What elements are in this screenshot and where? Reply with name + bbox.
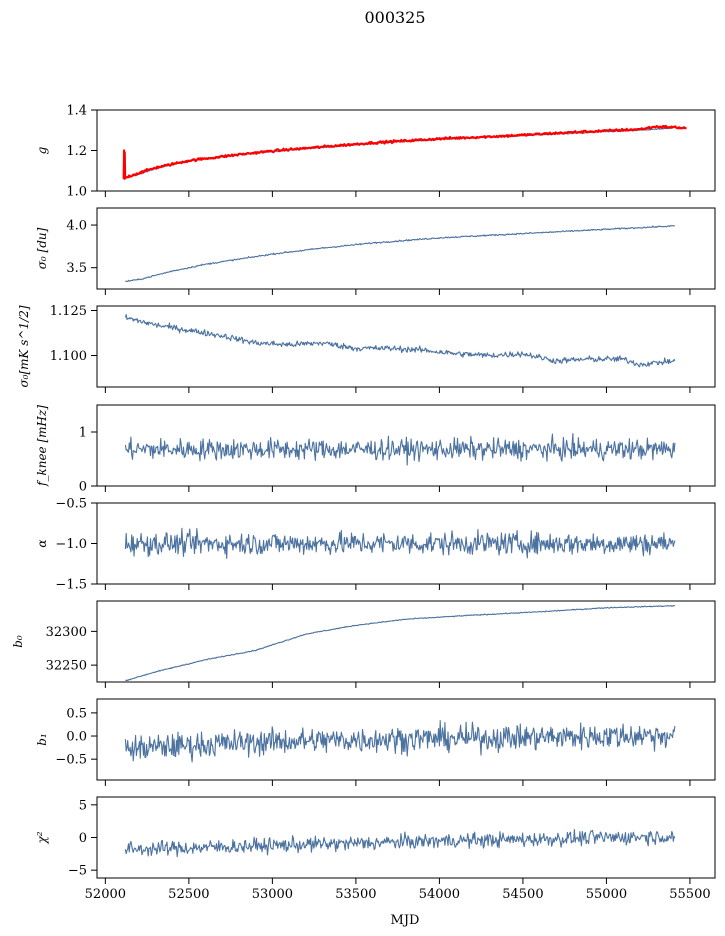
ytick-label-sigma0_mk-1: 1.125 xyxy=(50,304,87,319)
panel-alpha: −1.5 −1.0 −0.5 α xyxy=(35,497,716,593)
ytick-label-b0-0: 32250 xyxy=(46,659,87,674)
ytick-label-b0-1: 32300 xyxy=(46,625,87,640)
series-sigma0_mk-0 xyxy=(124,314,676,368)
axes-frame-sigma0 xyxy=(96,207,716,290)
series-fknee-0 xyxy=(124,433,676,466)
axes-frame-b1 xyxy=(96,698,716,781)
series-b1-0 xyxy=(124,720,676,763)
x-axis-label: MJD xyxy=(391,913,420,928)
series-g-0 xyxy=(125,127,674,179)
xtick-label-0: 52000 xyxy=(85,887,126,902)
ytick-label-chi2-0: −5 xyxy=(68,864,87,879)
ytick-label-fknee-0: 0 xyxy=(79,480,87,495)
ylabel-sigma0_mk: σ₀[mK s^1/2] xyxy=(17,305,31,387)
axes-frame-b0 xyxy=(96,600,716,683)
ytick-label-g-1: 1.2 xyxy=(66,144,87,159)
ytick-label-b1-1: 0.0 xyxy=(66,730,87,745)
figure-title: 000325 xyxy=(364,8,425,27)
ylabel-fknee: f_knee [mHz] xyxy=(35,405,49,487)
panel-sigma0_mk: 1.100 1.125 σ₀[mK s^1/2] xyxy=(17,304,716,393)
ytick-label-alpha-2: −0.5 xyxy=(55,497,87,512)
panels: 1.0 1.2 1.4 g 3.5 4.0 σ₀ [du] 1.100 1.125 σ₀[mK s… xyxy=(11,104,716,902)
panel-chi2: −5 0 5 52000 52500 53000 53500 54000 54500 55000 5… xyxy=(35,796,716,902)
ytick-label-fknee-1: 1 xyxy=(79,426,87,441)
panel-sigma0: 3.5 4.0 σ₀ [du] xyxy=(35,207,716,295)
ytick-label-g-0: 1.0 xyxy=(66,185,87,200)
series-sigma0-0 xyxy=(125,225,676,282)
series-alpha-0 xyxy=(124,527,676,560)
xtick-label-5: 54500 xyxy=(502,887,543,902)
ylabel-sigma0: σ₀ [du] xyxy=(35,227,49,269)
axes-frame-g xyxy=(96,109,716,192)
panel-b1: −0.5 0.0 0.5 b₁ xyxy=(35,698,716,786)
xtick-label-1: 52500 xyxy=(168,887,209,902)
ylabel-g: g xyxy=(35,146,49,154)
ytick-label-alpha-0: −1.5 xyxy=(55,578,87,593)
axes-frame-fknee xyxy=(96,404,716,487)
series-g-1 xyxy=(122,124,687,180)
ytick-label-chi2-1: 0 xyxy=(79,831,87,846)
ytick-label-sigma0_mk-0: 1.100 xyxy=(50,349,87,364)
ytick-label-b1-2: 0.5 xyxy=(66,706,87,721)
series-b0-0 xyxy=(125,604,676,682)
ytick-label-g-2: 1.4 xyxy=(66,104,87,119)
xtick-label-4: 54000 xyxy=(419,887,460,902)
ylabel-chi2: χ² xyxy=(35,831,49,844)
ytick-label-alpha-1: −1.0 xyxy=(55,537,87,552)
ylabel-alpha: α xyxy=(35,539,49,547)
ytick-label-chi2-2: 5 xyxy=(79,798,87,813)
ylabel-b0: b₀ xyxy=(11,635,25,648)
xtick-label-6: 55000 xyxy=(586,887,627,902)
xtick-label-2: 53000 xyxy=(252,887,293,902)
series-chi2-0 xyxy=(124,829,676,858)
xtick-label-3: 53500 xyxy=(335,887,376,902)
panel-fknee: 0 1 f_knee [mHz] xyxy=(35,404,716,495)
axes-frame-sigma0_mk xyxy=(96,305,716,388)
ytick-label-b1-0: −0.5 xyxy=(55,753,87,768)
panel-b0: 32250 32300 b₀ xyxy=(11,600,716,688)
xtick-label-7: 55500 xyxy=(669,887,710,902)
ylabel-b1: b₁ xyxy=(35,733,49,746)
ytick-label-sigma0-1: 4.0 xyxy=(66,219,87,234)
panel-g: 1.0 1.2 1.4 g xyxy=(35,104,716,200)
ytick-label-sigma0-0: 3.5 xyxy=(66,261,87,276)
